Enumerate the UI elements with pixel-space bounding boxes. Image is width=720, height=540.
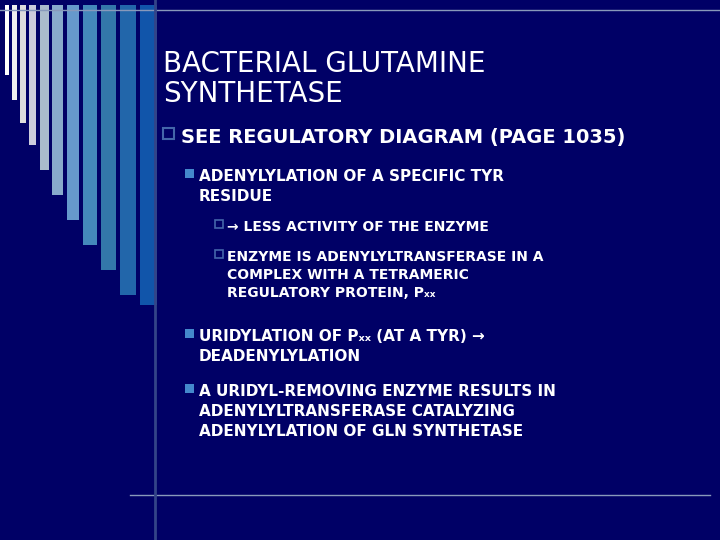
Bar <box>40 5 49 170</box>
Bar <box>12 5 17 100</box>
Bar <box>20 5 26 123</box>
Bar <box>185 329 194 338</box>
Text: BACTERIAL GLUTAMINE: BACTERIAL GLUTAMINE <box>163 50 485 78</box>
Bar <box>5 5 9 75</box>
Bar <box>215 220 223 228</box>
Bar <box>67 5 79 220</box>
Text: ENZYME IS ADENYLYLTRANSFERASE IN A
COMPLEX WITH A TETRAMERIC
REGULATORY PROTEIN,: ENZYME IS ADENYLYLTRANSFERASE IN A COMPL… <box>227 250 544 300</box>
Bar <box>52 5 63 195</box>
Bar <box>120 5 136 295</box>
Text: A URIDYL-REMOVING ENZYME RESULTS IN
ADENYLYLTRANSFERASE CATALYZING
ADENYLYLATION: A URIDYL-REMOVING ENZYME RESULTS IN ADEN… <box>199 384 556 438</box>
Bar <box>215 250 223 258</box>
Bar <box>140 5 157 305</box>
Text: → LESS ACTIVITY OF THE ENZYME: → LESS ACTIVITY OF THE ENZYME <box>227 220 489 234</box>
Bar <box>185 169 194 178</box>
Bar <box>185 384 194 393</box>
Text: SEE REGULATORY DIAGRAM (PAGE 1035): SEE REGULATORY DIAGRAM (PAGE 1035) <box>181 128 626 147</box>
Bar <box>163 128 174 139</box>
Bar <box>83 5 97 245</box>
Bar <box>29 5 36 145</box>
Text: ADENYLYLATION OF A SPECIFIC TYR
RESIDUE: ADENYLYLATION OF A SPECIFIC TYR RESIDUE <box>199 169 504 204</box>
Text: URIDYLATION OF Pₓₓ (AT A TYR) →
DEADENYLYLATION: URIDYLATION OF Pₓₓ (AT A TYR) → DEADENYL… <box>199 329 485 364</box>
Text: SYNTHETASE: SYNTHETASE <box>163 80 343 108</box>
Bar <box>101 5 116 270</box>
